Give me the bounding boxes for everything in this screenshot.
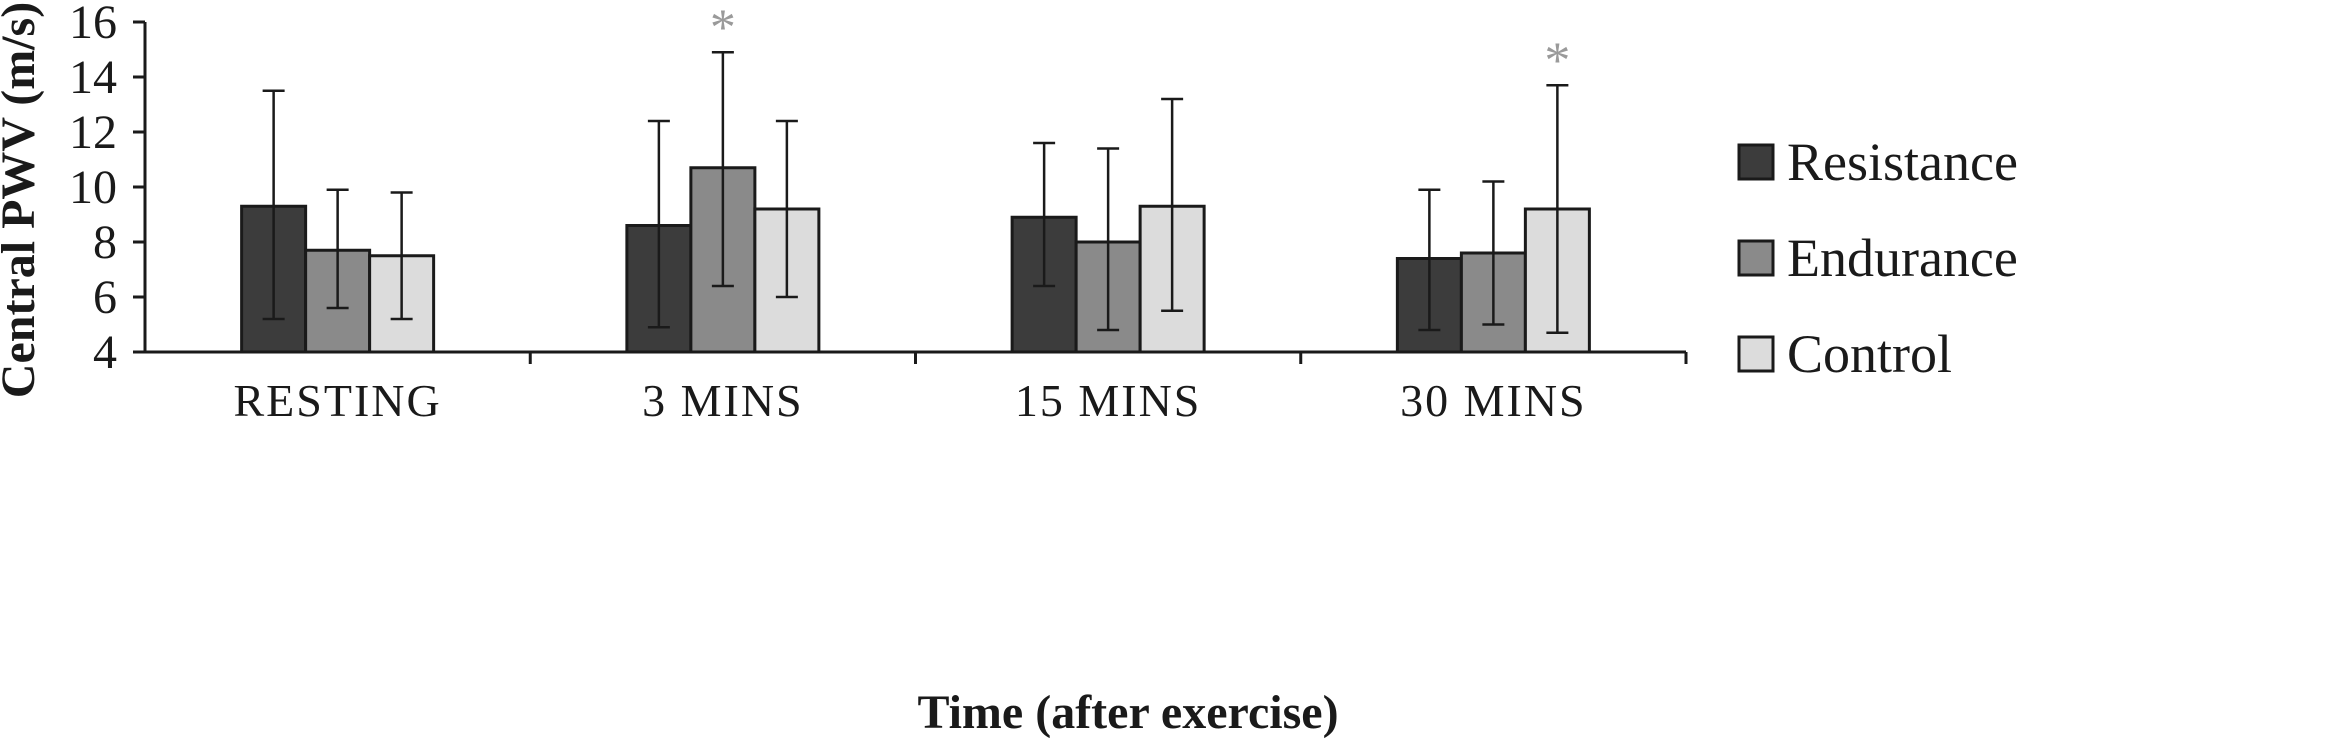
y-tick-label: 10 (69, 161, 117, 214)
category-label: 3 MINS (642, 375, 804, 426)
legend-label-endurance: Endurance (1787, 228, 2018, 288)
x-axis (145, 350, 1688, 364)
y-tick-label: 12 (69, 106, 117, 159)
category-label: RESTING (234, 375, 442, 426)
category-label: 15 MINS (1015, 375, 1202, 426)
legend-swatch-resistance (1737, 143, 1775, 181)
significance-markers: ** (710, 0, 1571, 89)
legend-label-resistance: Resistance (1787, 132, 2018, 192)
error-bars (262, 51, 1569, 334)
legend: Resistance Endurance Control (1737, 132, 2018, 384)
y-tick-label: 8 (93, 216, 117, 269)
y-tick-label: 14 (69, 51, 117, 104)
x-axis-title: Time (after exercise) (917, 686, 1338, 739)
category-labels: RESTING 3 MINS 15 MINS 30 MINS (234, 375, 1587, 426)
y-axis-title: Central PWV (m/s) (0, 2, 45, 398)
significance-star: * (710, 0, 736, 56)
y-tick-label: 4 (93, 326, 117, 379)
legend-swatch-endurance (1737, 239, 1775, 277)
legend-swatch-control (1737, 335, 1775, 373)
category-label: 30 MINS (1400, 375, 1587, 426)
significance-star: * (1544, 32, 1570, 89)
legend-label-control: Control (1787, 324, 1952, 384)
y-tick-label: 6 (93, 271, 117, 324)
y-tick-label: 16 (69, 0, 117, 49)
bars (240, 166, 1591, 354)
